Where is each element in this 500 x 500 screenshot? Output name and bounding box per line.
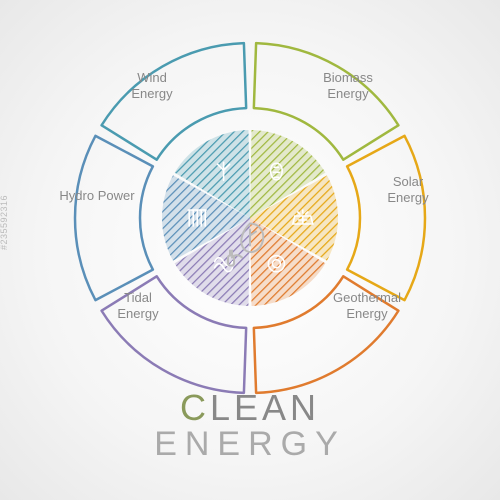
title-line1: CLEAN xyxy=(154,387,346,429)
leaf-plug-icon xyxy=(220,212,280,277)
watermark: #235592316 xyxy=(0,195,9,250)
label-wind: WindEnergy xyxy=(112,70,192,101)
title-rest: LEAN xyxy=(210,387,320,428)
title-accent: C xyxy=(180,387,210,428)
label-geothermal: GeothermalEnergy xyxy=(322,290,412,321)
label-tidal: TidalEnergy xyxy=(98,290,178,321)
label-biomass: BiomassEnergy xyxy=(308,70,388,101)
label-solar: SolarEnergy xyxy=(368,174,448,205)
energy-wheel-diagram: BiomassEnergy SolarEnergy GeothermalEner… xyxy=(50,18,450,418)
outer-segment-hydro xyxy=(75,136,153,300)
title-line2: ENERGY xyxy=(154,425,346,464)
outer-segment-solar xyxy=(347,136,425,300)
title-block: CLEAN ENERGY xyxy=(154,387,346,464)
label-hydro: Hydro Power xyxy=(52,188,142,204)
